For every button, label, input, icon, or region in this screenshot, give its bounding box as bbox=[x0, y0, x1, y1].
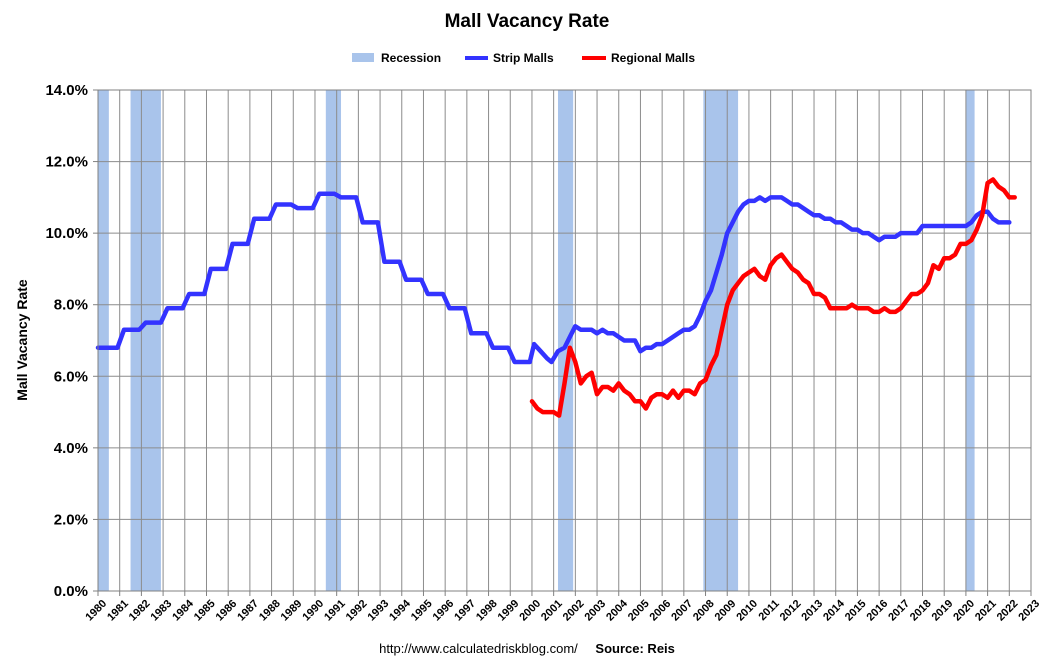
recession-band bbox=[325, 90, 342, 591]
y-tick-label: 8.0% bbox=[54, 297, 88, 314]
recession-band bbox=[130, 90, 161, 591]
x-tick-label: 2009 bbox=[713, 598, 739, 624]
x-tick-label: 1987 bbox=[235, 598, 261, 624]
x-tick-label: 2005 bbox=[626, 598, 652, 624]
x-tick-label: 2022 bbox=[995, 598, 1021, 624]
y-tick-label: 0.0% bbox=[54, 583, 88, 600]
footer-url[interactable]: http://www.calculatedriskblog.com/ bbox=[379, 641, 578, 656]
x-tick-label: 1982 bbox=[127, 598, 153, 624]
x-tick-label: 2012 bbox=[778, 598, 804, 624]
legend-label-regional-malls: Regional Malls bbox=[611, 51, 695, 65]
x-tick-label: 2023 bbox=[1016, 598, 1042, 624]
x-tick-label: 2008 bbox=[691, 598, 717, 624]
plot-area bbox=[95, 89, 1032, 592]
plot-border bbox=[97, 89, 1032, 592]
x-tick-label: 1980 bbox=[83, 598, 109, 624]
y-axis-ticks: 0.0% 2.0% 4.0% 6.0% 8.0% 10.0% 12.0% 14.0% bbox=[45, 82, 98, 600]
recession-band bbox=[98, 90, 109, 591]
footer: http://www.calculatedriskblog.com/ Sourc… bbox=[379, 641, 675, 656]
y-tick-label: 2.0% bbox=[54, 511, 88, 528]
x-tick-label: 1993 bbox=[365, 598, 391, 624]
chart-title: Mall Vacancy Rate bbox=[445, 11, 610, 32]
x-tick-label: 2006 bbox=[648, 598, 674, 624]
series-line-regional-malls bbox=[529, 177, 1017, 418]
x-tick-label: 1983 bbox=[149, 598, 175, 624]
x-tick-label: 1985 bbox=[192, 598, 218, 624]
x-tick-label: 2015 bbox=[843, 598, 869, 624]
x-tick-label: 2001 bbox=[539, 598, 565, 624]
x-tick-label: 2013 bbox=[799, 598, 825, 624]
x-axis-ticks: 1980198119821983198419851986198719881989… bbox=[83, 591, 1042, 624]
x-tick-label: 1997 bbox=[452, 598, 478, 624]
x-tick-label: 1992 bbox=[344, 598, 370, 624]
x-tick-label: 2021 bbox=[973, 598, 999, 624]
x-tick-label: 2019 bbox=[930, 598, 956, 624]
x-tick-label: 2007 bbox=[669, 598, 695, 624]
y-tick-label: 4.0% bbox=[54, 440, 88, 457]
x-tick-label: 1986 bbox=[214, 598, 240, 624]
x-tick-label: 1989 bbox=[279, 598, 305, 624]
legend-label-recession: Recession bbox=[381, 51, 441, 65]
x-tick-label: 1995 bbox=[409, 598, 435, 624]
series-lines bbox=[95, 177, 1017, 418]
x-tick-label: 2011 bbox=[756, 598, 781, 623]
y-axis-label: Mall Vacancy Rate bbox=[14, 279, 30, 401]
y-tick-label: 10.0% bbox=[45, 225, 88, 242]
x-tick-label: 1998 bbox=[474, 598, 500, 624]
series-line-strip-malls bbox=[95, 191, 1012, 365]
y-tick-label: 6.0% bbox=[54, 368, 88, 385]
x-tick-label: 2017 bbox=[886, 598, 912, 624]
x-tick-label: 1991 bbox=[322, 598, 348, 624]
x-tick-label: 1990 bbox=[300, 598, 326, 624]
footer-source: Source: Reis bbox=[595, 641, 674, 656]
recession-band bbox=[965, 90, 975, 591]
y-tick-label: 14.0% bbox=[45, 82, 88, 99]
x-tick-label: 1984 bbox=[170, 597, 196, 623]
x-tick-label: 2020 bbox=[951, 598, 977, 624]
x-tick-label: 2014 bbox=[821, 597, 847, 623]
x-tick-label: 2018 bbox=[908, 598, 934, 624]
legend-swatch-recession bbox=[352, 53, 374, 62]
x-tick-label: 2003 bbox=[582, 598, 608, 624]
x-tick-label: 2010 bbox=[734, 598, 760, 624]
x-tick-label: 2002 bbox=[561, 598, 587, 624]
x-tick-label: 1999 bbox=[496, 598, 522, 624]
x-tick-label: 1996 bbox=[431, 598, 457, 624]
x-tick-label: 1988 bbox=[257, 598, 283, 624]
x-tick-label: 1994 bbox=[387, 597, 413, 623]
y-tick-label: 12.0% bbox=[45, 154, 88, 171]
x-tick-label: 1981 bbox=[105, 598, 131, 624]
x-tick-label: 2004 bbox=[604, 597, 630, 623]
legend: Recession Strip Malls Regional Malls bbox=[352, 51, 695, 65]
legend-label-strip-malls: Strip Malls bbox=[493, 51, 554, 65]
x-tick-label: 2016 bbox=[865, 598, 891, 624]
x-tick-label: 2000 bbox=[517, 598, 543, 624]
